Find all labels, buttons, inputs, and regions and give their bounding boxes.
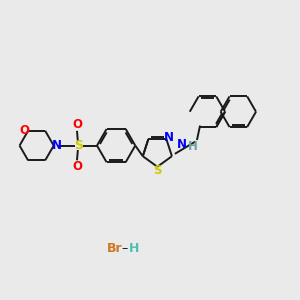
Text: O: O [20,124,30,137]
Text: H: H [188,140,198,152]
Text: N: N [52,139,62,152]
Text: S: S [153,164,162,177]
Text: –: – [122,242,128,255]
Text: O: O [72,160,82,173]
Text: N: N [176,138,187,151]
Text: N: N [164,131,174,144]
Text: Br: Br [107,242,122,255]
Text: H: H [129,242,139,255]
Text: S: S [74,139,83,152]
Text: O: O [72,118,82,131]
